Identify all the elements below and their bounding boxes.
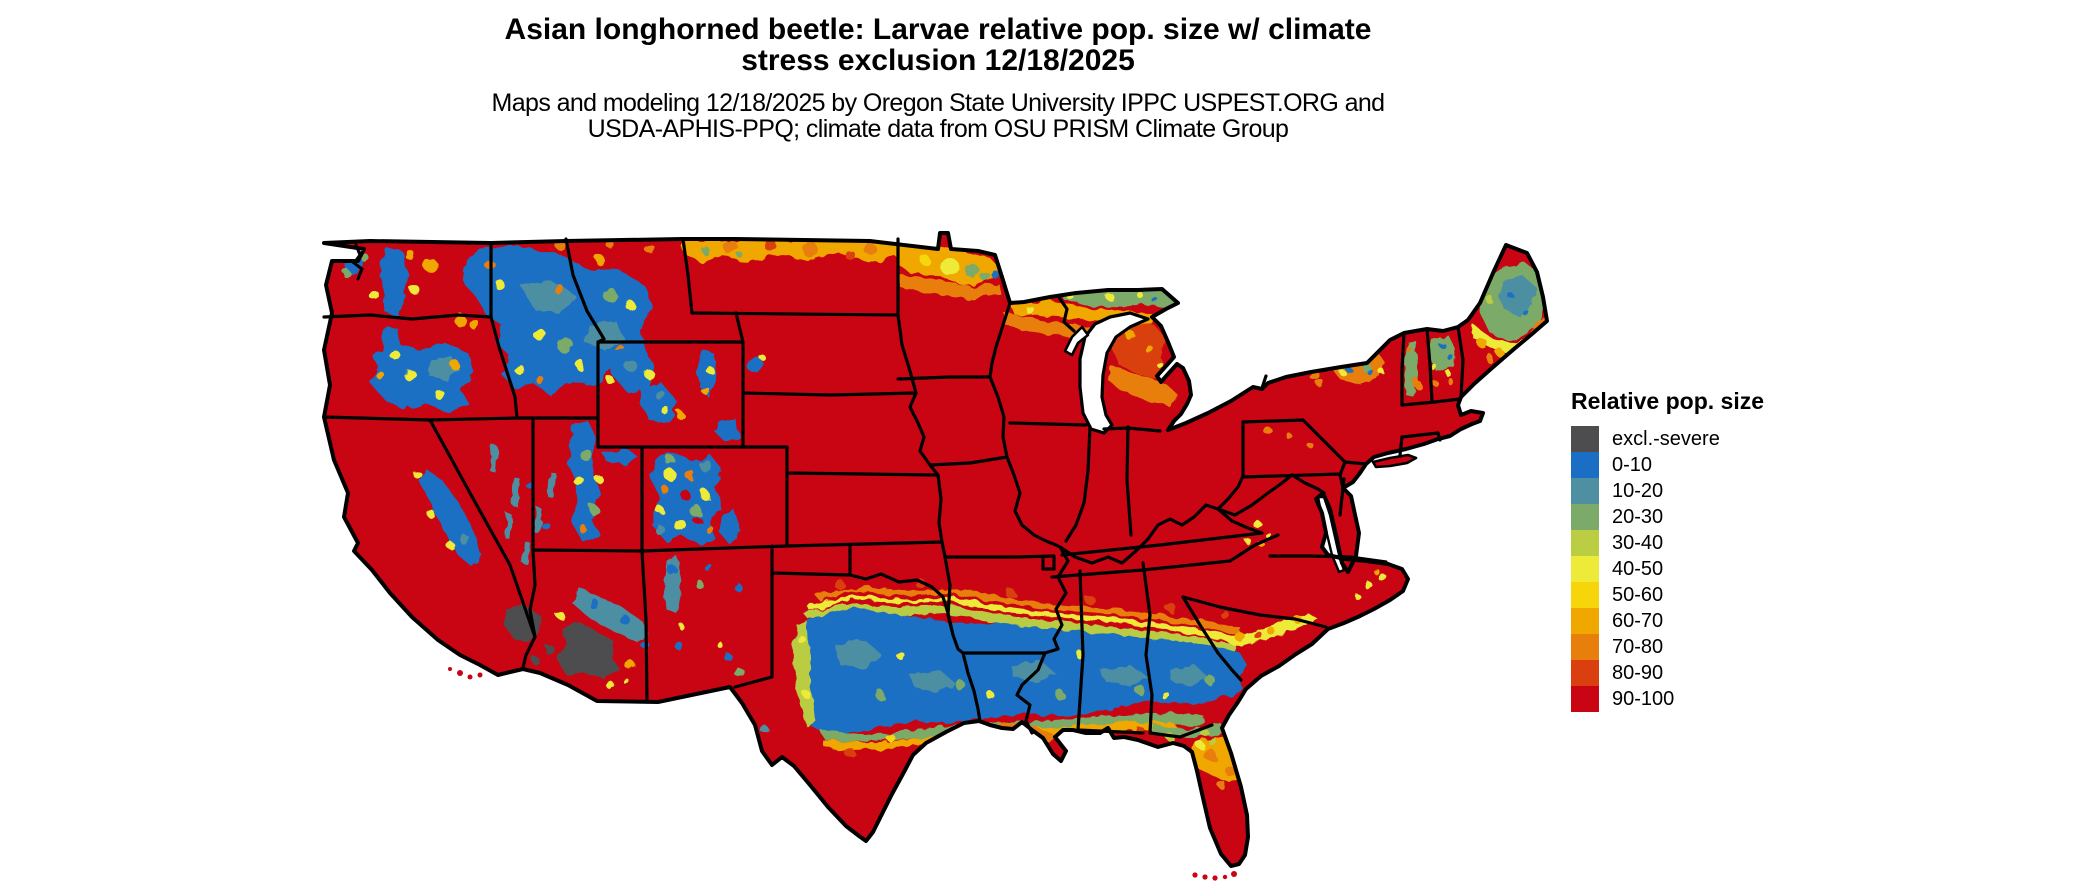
legend-item: 50-60 [1571,582,1831,608]
legend-item: 70-80 [1571,634,1831,660]
map-container [310,225,1555,887]
legend-label: 80-90 [1612,662,1664,684]
legend-swatch-90-100 [1571,686,1599,712]
channel-island [448,667,452,671]
legend: Relative pop. size excl.-severe 0-10 10-20… [1571,389,1831,712]
legend-title: Relative pop. size [1571,388,1765,414]
patch-cascades [380,247,408,319]
legend-swatch-10-20 [1571,478,1599,504]
legend-item: 80-90 [1571,660,1831,686]
raster-patches [342,238,1547,789]
legend-swatch-0-10 [1571,452,1599,478]
islands [351,243,1418,881]
legend-item: 20-30 [1571,504,1831,530]
legend-swatch-70-80 [1571,634,1599,660]
legend-item: 10-20 [1571,478,1831,504]
channel-island [477,672,483,678]
legend-label: 60-70 [1612,610,1664,632]
legend-item: 30-40 [1571,530,1831,556]
lake-huron [1156,295,1278,418]
figure-header: Asian longhorned beetle: Larvae relative… [0,14,1876,142]
subtitle-line-1: Maps and modeling 12/18/2025 by Oregon S… [491,89,1386,117]
patch-north-mitten [1110,321,1168,379]
legend-swatch-40-50 [1571,556,1599,582]
puget-sound [351,243,364,281]
figure-subtitle: Maps and modeling 12/18/2025 by Oregon S… [0,90,1876,142]
florida-key [1212,875,1218,881]
legend-label: excl.-severe [1612,428,1720,450]
long-island [1371,453,1418,469]
legend-swatch-20-30 [1571,504,1599,530]
legend-label: 0-10 [1612,454,1653,476]
great-lakes [1063,295,1346,574]
legend-swatch-30-40 [1571,530,1599,556]
legend-item: 90-100 [1571,686,1831,712]
figure-title: Asian longhorned beetle: Larvae relative… [0,14,1876,76]
state-borders [322,237,1465,739]
legend-item: 60-70 [1571,608,1831,634]
legend-swatch-excl.-severe [1571,426,1599,452]
green-bay [1063,325,1090,357]
patch-mogollon [573,587,650,642]
legend-swatch-60-70 [1571,608,1599,634]
title-line-2: stress exclusion 12/18/2025 [741,44,1135,77]
channel-island [467,674,473,680]
legend-label: 90-100 [1612,688,1675,710]
patch-sonoran-excl [557,622,620,679]
legend-label: 50-60 [1612,584,1664,606]
legend-label: 40-50 [1612,558,1664,580]
legend-label: 30-40 [1612,532,1664,554]
us-map [322,231,1549,881]
legend-label: 20-30 [1612,506,1664,528]
florida-key [1192,872,1198,878]
legend-label: 70-80 [1612,636,1664,658]
lake-michigan [1078,311,1150,435]
subtitle-line-2: USDA-APHIS-PPQ; climate data from OSU PR… [587,115,1289,143]
florida-key [1202,874,1208,880]
legend-items: excl.-severe 0-10 10-20 20-30 30-40 40-50 50-6… [1571,426,1831,712]
legend-label: 10-20 [1612,480,1664,502]
title-line-1: Asian longhorned beetle: Larvae relative… [504,13,1372,46]
legend-swatch-50-60 [1571,582,1599,608]
patch-northern-rockies [462,247,654,395]
florida-key [1222,874,1228,880]
patch-maine-teal [1498,275,1536,317]
legend-item: 0-10 [1571,452,1831,478]
legend-item: excl.-severe [1571,426,1831,452]
legend-swatch-80-90 [1571,660,1599,686]
legend-item: 40-50 [1571,556,1831,582]
florida-key [1231,871,1237,877]
channel-island [457,670,463,676]
